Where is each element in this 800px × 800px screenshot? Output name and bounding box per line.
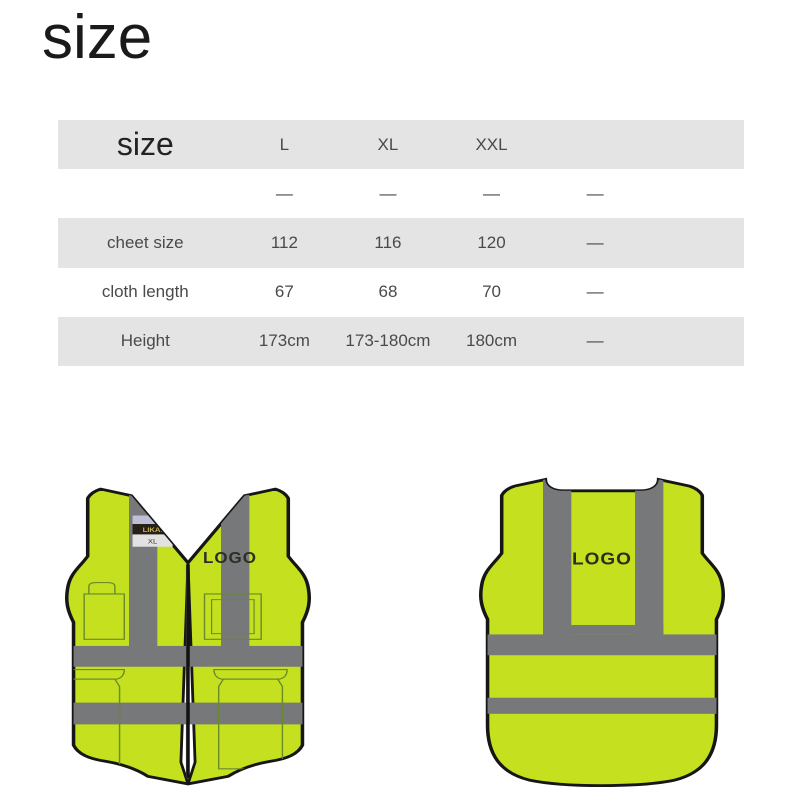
- svg-text:LOGO: LOGO: [572, 548, 632, 568]
- svg-text:XL: XL: [148, 539, 158, 545]
- svg-text:LOGO: LOGO: [203, 548, 257, 566]
